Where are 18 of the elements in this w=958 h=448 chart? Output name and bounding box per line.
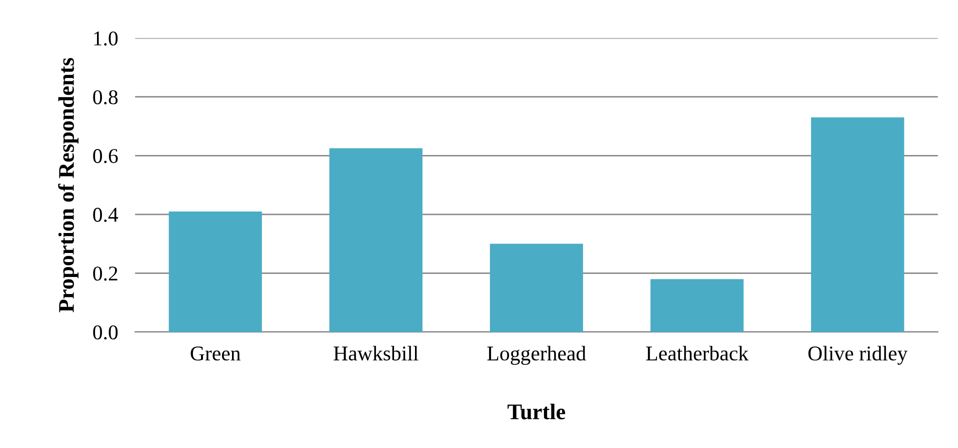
x-tick-label: Green xyxy=(190,346,240,361)
y-tick-label: 0.2 xyxy=(93,266,118,281)
y-tick-label: 0.4 xyxy=(93,208,118,222)
x-tick-label: Loggerhead xyxy=(487,346,586,365)
x-tick-label: Olive ridley xyxy=(808,346,908,365)
bar xyxy=(329,148,422,332)
bar xyxy=(811,117,904,332)
x-axis-title: Turtle xyxy=(508,404,566,420)
bar xyxy=(650,279,744,332)
y-tick-label: 0.6 xyxy=(93,149,118,164)
y-axis-title: Proportion of Respondents xyxy=(58,58,78,312)
x-tick-label: Hawksbill xyxy=(334,346,418,361)
bar xyxy=(168,211,262,332)
y-tick-label: 0.8 xyxy=(93,90,118,104)
bar xyxy=(490,244,584,332)
y-tick-label: 0.0 xyxy=(93,325,118,340)
x-tick-label: Leatherback xyxy=(646,346,749,361)
y-tick-label: 1.0 xyxy=(94,31,118,46)
